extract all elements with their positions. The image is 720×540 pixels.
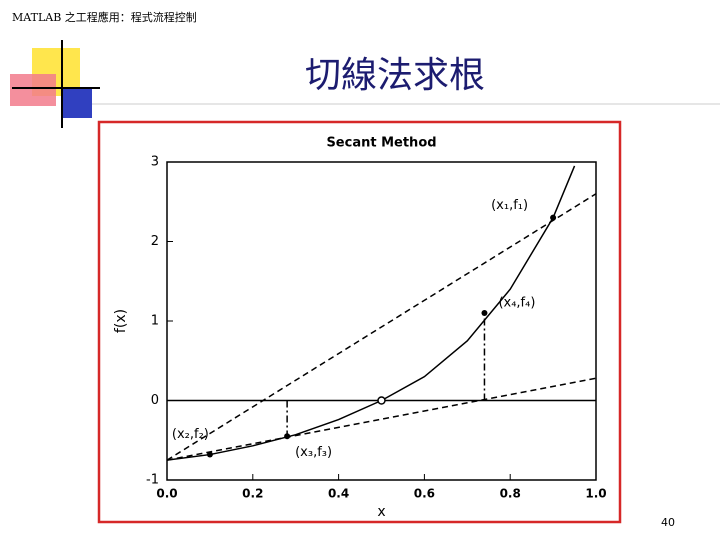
point-label: (x₃,f₃) [295, 445, 332, 460]
deco-red [10, 74, 56, 106]
point-label: (x₄,f₄) [498, 296, 535, 311]
y-tick-label: 2 [151, 234, 159, 249]
series-line [167, 377, 596, 461]
chart: Secant Method x f(x) 0.0 0.2 0.4 0.6 0.8 1.0 -1 0 1… [113, 136, 607, 521]
y-axis-label: f(x) [113, 309, 129, 333]
header: MATLAB 之工程應用：程式流程控制 [12, 10, 197, 24]
x-tick-label: 0.0 [156, 487, 177, 501]
x-tick-label: 0.2 [242, 487, 263, 501]
deco-blue [62, 88, 92, 118]
x-tick-label: 0.6 [414, 487, 435, 501]
x-tick-label: 0.8 [500, 487, 521, 501]
point [481, 310, 488, 317]
point [206, 451, 213, 458]
y-tick-label: 3 [151, 155, 159, 170]
y-tick-label: -1 [146, 473, 159, 488]
slide-title: 切線法求根 [305, 55, 485, 96]
y-tick-label: 1 [151, 314, 159, 329]
point-label: (x₁,f₁) [491, 198, 528, 213]
point-label: (x₂,f₂) [172, 427, 209, 442]
x-tick-label: 1.0 [585, 487, 606, 501]
page-number: 40 [661, 516, 675, 529]
x-axis-label: x [377, 504, 385, 520]
plot-frame [166, 161, 597, 481]
chart-title: Secant Method [326, 136, 436, 151]
root-marker [377, 396, 386, 405]
series-line [167, 193, 596, 461]
point [284, 433, 291, 440]
figure-frame [97, 120, 622, 524]
point [550, 214, 557, 221]
y-tick-label: 0 [151, 393, 159, 408]
x-tick-label: 0.4 [328, 487, 349, 501]
